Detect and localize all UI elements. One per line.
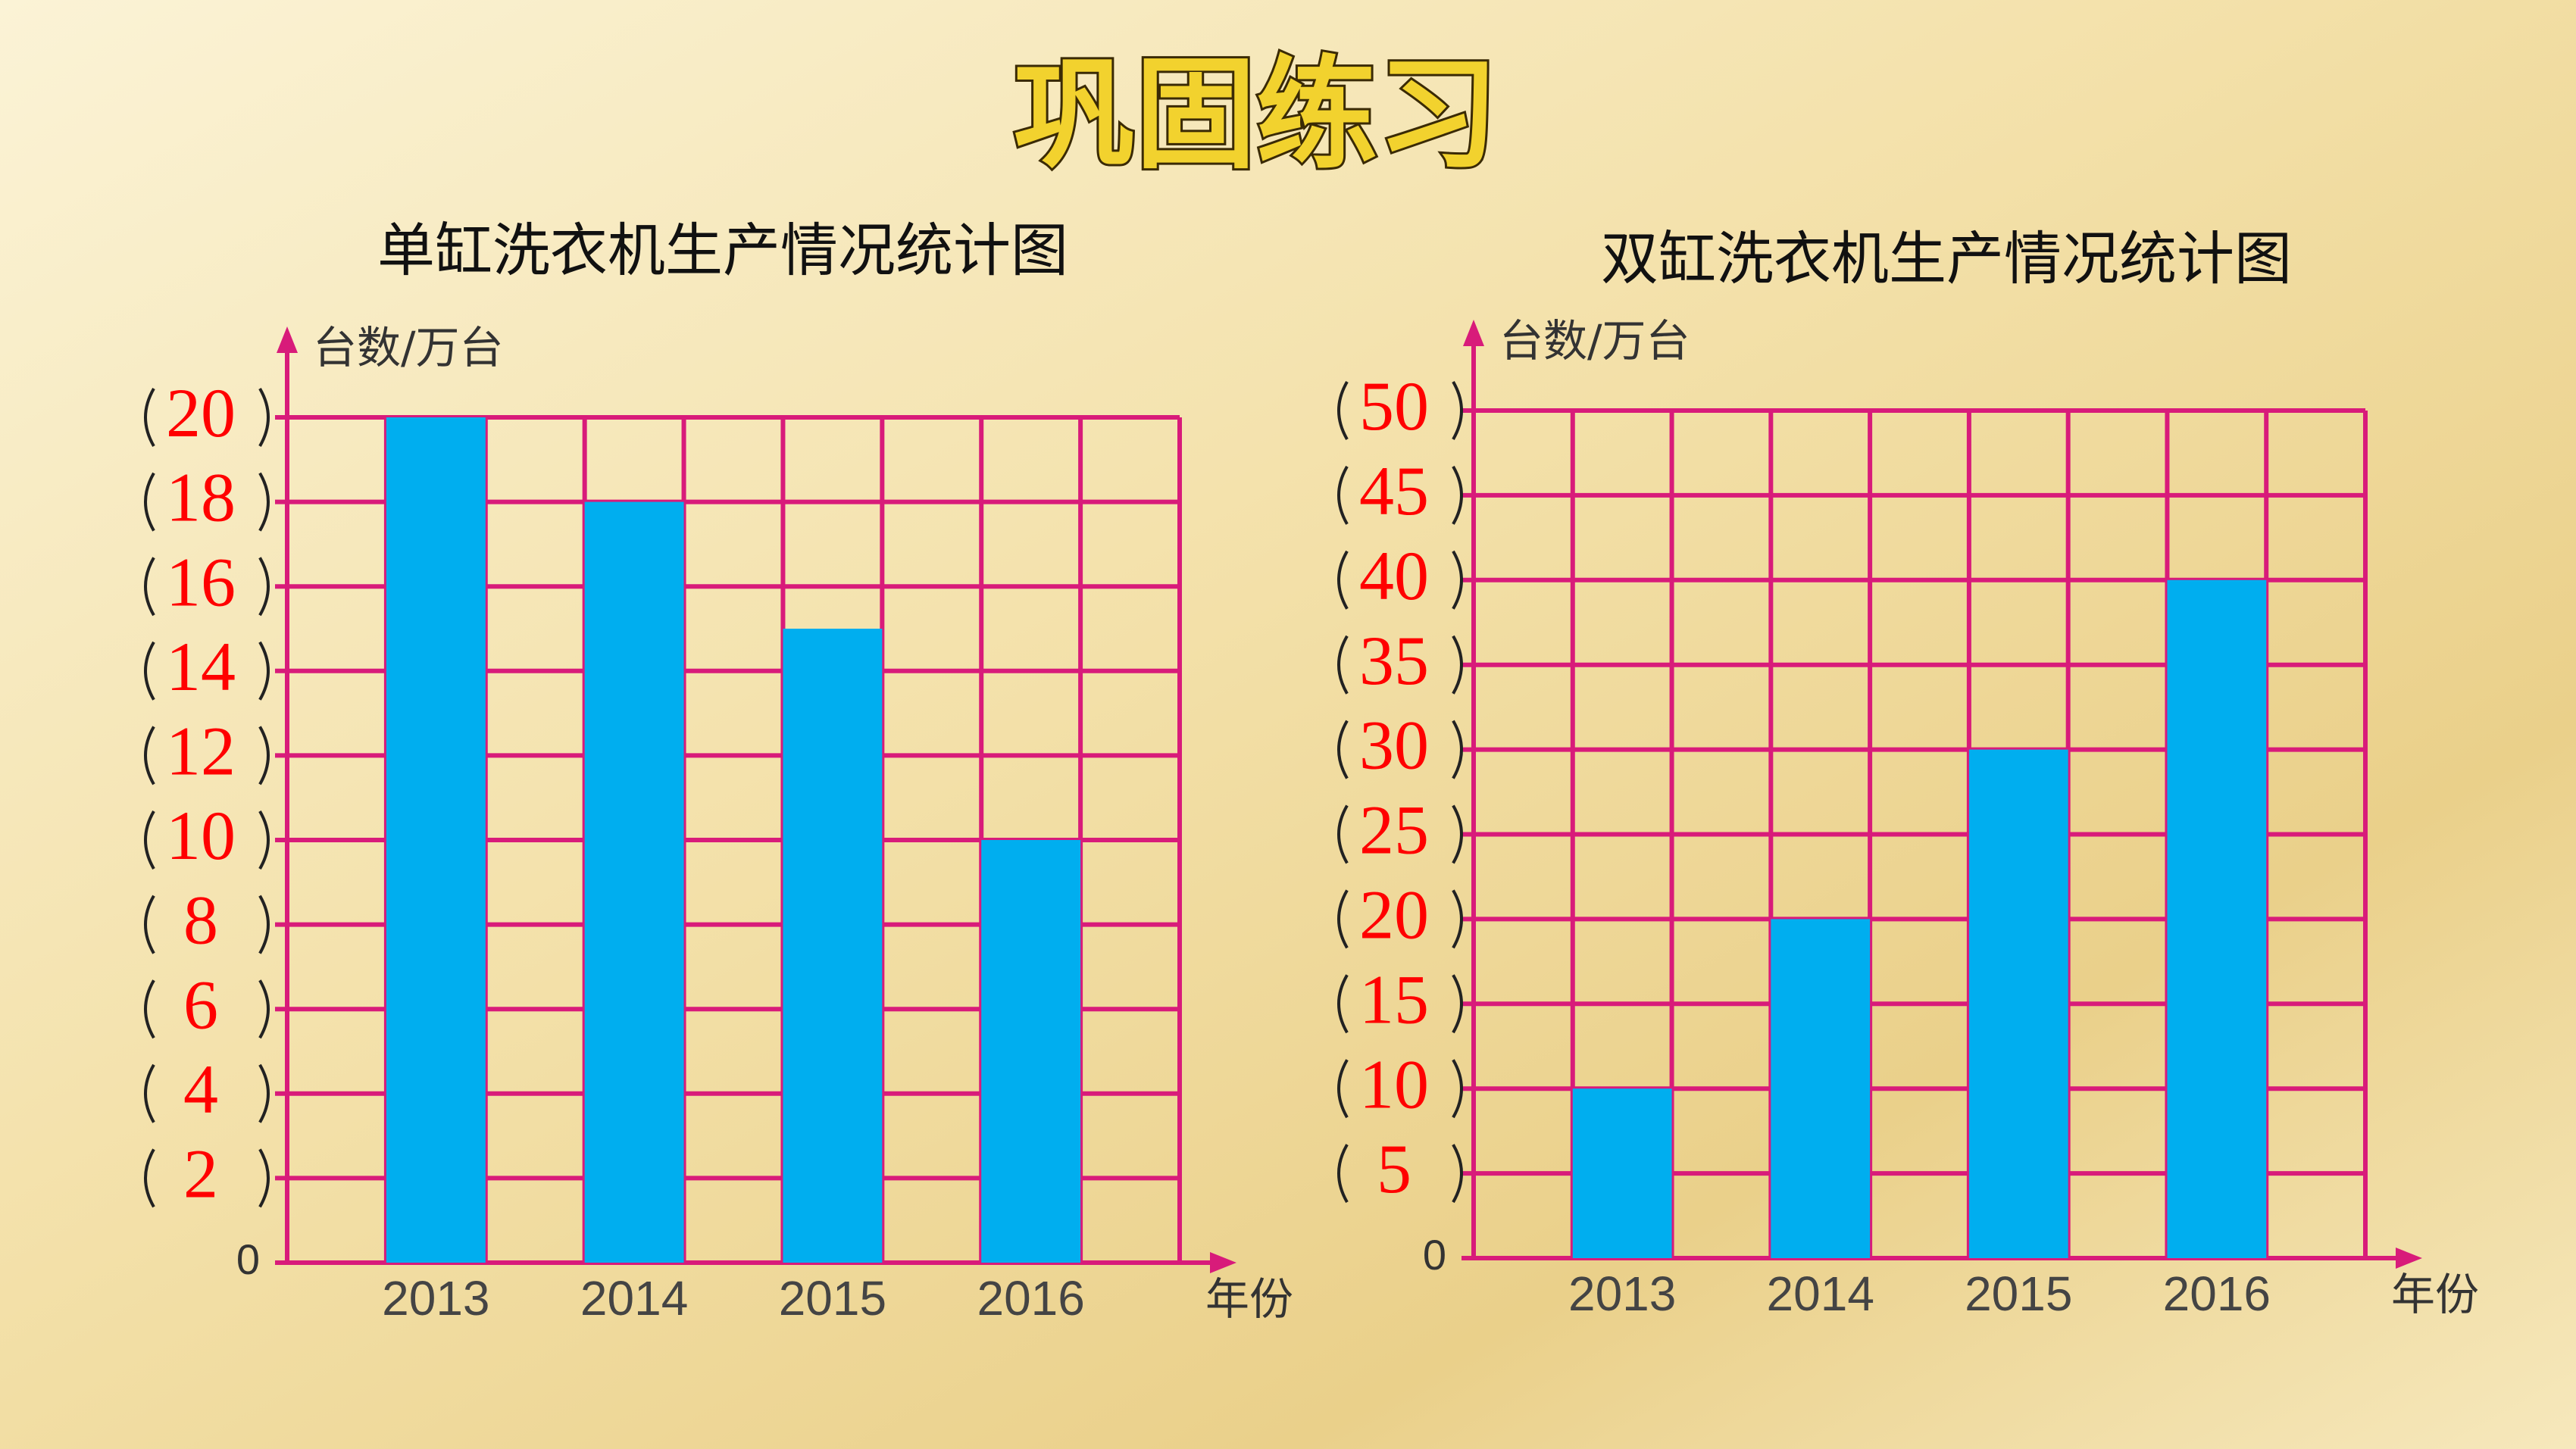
- y-tick-label: 25: [1359, 792, 1429, 869]
- x-tick-label: 2014: [580, 1271, 688, 1326]
- bracket-left: [1337, 804, 1349, 864]
- y-tick-label: 18: [166, 459, 236, 536]
- bracket-right: [258, 895, 270, 954]
- bracket-left: [1337, 1059, 1349, 1119]
- bar: [1572, 1088, 1672, 1258]
- bracket-left: [1337, 889, 1349, 949]
- y-axis-arrow: [277, 326, 298, 353]
- y-tick-label: 20: [166, 374, 236, 451]
- bracket-right: [1452, 1144, 1463, 1204]
- bracket-right: [258, 557, 270, 617]
- bracket-left: [1337, 550, 1349, 610]
- bracket-right: [1452, 974, 1463, 1034]
- x-tick-label: 2013: [382, 1271, 489, 1326]
- bar: [584, 501, 684, 1263]
- bracket-left: [144, 472, 155, 532]
- bracket-left: [144, 1063, 155, 1123]
- bracket-right: [258, 387, 270, 448]
- bracket-right: [1452, 380, 1463, 441]
- y-tick-label: 4: [183, 1051, 218, 1128]
- y-tick-label: 12: [166, 713, 236, 790]
- y-tick-label: 10: [1359, 1045, 1429, 1123]
- bar: [783, 629, 883, 1263]
- bracket-left: [1337, 380, 1349, 441]
- y-axis-label: 台数/万台: [1499, 315, 1690, 367]
- bracket-left: [1337, 974, 1349, 1034]
- slide-title: 巩固练习: [1014, 43, 1499, 186]
- bracket-right: [1452, 550, 1463, 610]
- bracket-left: [144, 641, 155, 701]
- x-axis-label: 年份: [2391, 1269, 2479, 1320]
- bracket-right: [1452, 465, 1463, 525]
- y-tick-label: 40: [1359, 537, 1429, 614]
- bracket-right: [258, 1063, 270, 1123]
- y-tick-label: 8: [183, 882, 218, 959]
- y-tick-label: 0: [236, 1235, 260, 1283]
- x-tick-label: 2016: [977, 1271, 1084, 1326]
- x-tick-label: 2013: [1568, 1266, 1676, 1321]
- bracket-right: [258, 810, 270, 870]
- x-axis-arrow: [1210, 1252, 1236, 1273]
- bracket-right: [1452, 720, 1463, 779]
- y-tick-label: 10: [166, 797, 236, 874]
- bracket-right: [258, 979, 270, 1039]
- bracket-right: [1452, 804, 1463, 864]
- bracket-left: [144, 895, 155, 954]
- bracket-left: [144, 726, 155, 785]
- bracket-left: [144, 979, 155, 1039]
- x-tick-label: 2016: [2163, 1266, 2271, 1321]
- bracket-left: [144, 557, 155, 617]
- bar: [2167, 579, 2267, 1258]
- bracket-left: [144, 810, 155, 870]
- bracket-right: [1452, 1059, 1463, 1119]
- bracket-right: [258, 472, 270, 532]
- y-tick-label: 0: [1423, 1231, 1446, 1279]
- bar: [1771, 919, 1871, 1258]
- bracket-left: [1337, 1144, 1349, 1204]
- x-tick-label: 2015: [1965, 1266, 2072, 1321]
- bracket-left: [1337, 635, 1349, 695]
- y-tick-label: 6: [183, 966, 218, 1043]
- y-tick-label: 45: [1359, 452, 1429, 529]
- x-axis-arrow: [2396, 1248, 2422, 1269]
- bracket-right: [258, 1148, 270, 1208]
- y-tick-label: 2: [183, 1135, 218, 1213]
- chart-title: 双缸洗衣机生产情况统计图: [1601, 225, 2292, 292]
- y-tick-label: 30: [1359, 707, 1429, 784]
- bracket-right: [258, 641, 270, 701]
- bracket-left: [144, 387, 155, 448]
- y-axis-label: 台数/万台: [313, 322, 504, 373]
- y-tick-label: 16: [166, 543, 236, 620]
- bracket-left: [1337, 465, 1349, 525]
- y-tick-label: 15: [1359, 960, 1429, 1038]
- chart-title: 单缸洗衣机生产情况统计图: [377, 217, 1068, 284]
- y-tick-label: 5: [1377, 1130, 1411, 1207]
- y-axis-arrow: [1463, 320, 1484, 346]
- bar: [386, 417, 486, 1263]
- bar: [1968, 749, 2068, 1258]
- bracket-left: [1337, 720, 1349, 779]
- y-tick-label: 50: [1359, 367, 1429, 445]
- x-tick-label: 2015: [779, 1271, 886, 1326]
- bracket-right: [1452, 635, 1463, 695]
- bracket-right: [258, 726, 270, 785]
- bracket-left: [144, 1148, 155, 1208]
- bar: [981, 840, 1081, 1263]
- y-tick-label: 14: [166, 628, 236, 705]
- x-tick-label: 2014: [1767, 1266, 1874, 1321]
- y-tick-label: 35: [1359, 622, 1429, 699]
- y-tick-label: 20: [1359, 876, 1429, 954]
- bracket-right: [1452, 889, 1463, 949]
- x-axis-label: 年份: [1205, 1273, 1293, 1325]
